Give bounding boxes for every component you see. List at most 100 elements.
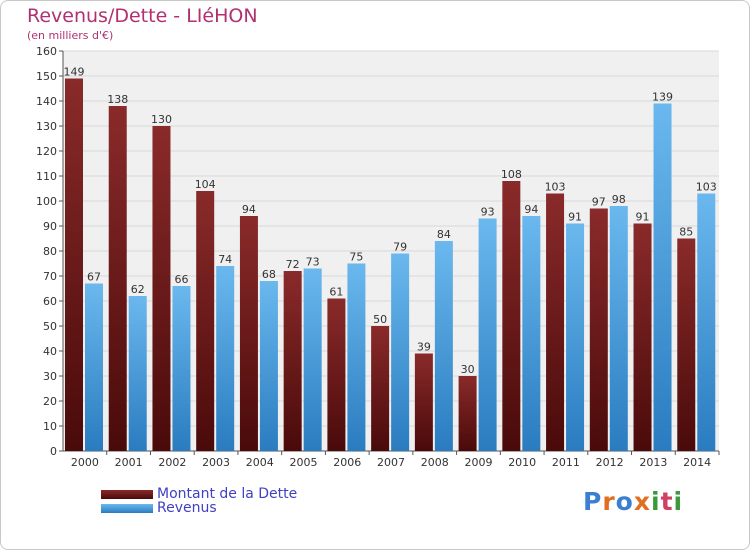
bar-revenus — [347, 263, 366, 451]
grid-lines — [63, 50, 719, 427]
y-tick-label: 60 — [43, 295, 57, 308]
axes: 0 10 20 30 40 50 60 70 80 90 100 110 120 130 140 150 160… — [36, 45, 720, 469]
bar-revenus — [172, 286, 191, 451]
legend-item-revenus: Revenus — [101, 500, 361, 517]
bar-dette — [371, 326, 390, 451]
data-label-revenus: 66 — [174, 273, 188, 286]
y-tick-label: 0 — [50, 445, 57, 458]
data-label-revenus: 84 — [437, 228, 451, 241]
chart-subtitle: (en milliers d'€) — [27, 29, 114, 42]
bar-dette — [633, 223, 652, 451]
bar-revenus — [128, 296, 147, 451]
data-label-revenus: 75 — [349, 251, 363, 264]
data-label-dette: 91 — [636, 211, 650, 224]
bar-revenus — [522, 216, 541, 451]
chart-title: Revenus/Dette - LIéHON — [27, 5, 258, 27]
x-tick-label: 2012 — [596, 456, 624, 469]
y-tick-label: 80 — [43, 245, 57, 258]
y-tick-label: 30 — [43, 370, 57, 383]
data-label-revenus: 73 — [306, 256, 320, 269]
x-tick-label: 2007 — [377, 456, 405, 469]
y-tick-label: 100 — [36, 195, 57, 208]
bar-revenus — [609, 206, 628, 451]
x-tick-label: 2000 — [71, 456, 99, 469]
bar-dette — [546, 193, 565, 451]
data-label-dette: 149 — [64, 66, 85, 79]
bar-dette — [196, 191, 215, 451]
x-tick-label: 2004 — [246, 456, 274, 469]
logo-letter: P — [583, 487, 603, 516]
x-tick-label: 2008 — [421, 456, 449, 469]
proxiti-logo: Proxiti — [583, 487, 683, 516]
bar-revenus — [85, 283, 103, 451]
y-tick-label: 90 — [43, 220, 57, 233]
bar-dette — [502, 181, 521, 451]
data-label-dette: 39 — [417, 341, 431, 354]
x-tick-label: 2006 — [333, 456, 361, 469]
y-tick-label: 150 — [36, 70, 57, 83]
bar-dette — [283, 271, 302, 451]
y-tick-label: 120 — [36, 145, 57, 158]
bar-revenus — [478, 218, 497, 451]
data-label-revenus: 74 — [218, 253, 232, 266]
y-tick-label: 20 — [43, 395, 57, 408]
y-tick-label: 40 — [43, 345, 57, 358]
bars — [65, 78, 716, 451]
data-label-revenus: 93 — [481, 206, 495, 219]
data-label-dette: 97 — [592, 196, 606, 209]
x-tick-label: 2005 — [290, 456, 318, 469]
data-label-dette: 94 — [242, 203, 256, 216]
bar-revenus — [216, 266, 235, 451]
bar-dette — [458, 376, 477, 451]
bar-revenus — [391, 253, 410, 451]
y-tick-label: 70 — [43, 270, 57, 283]
bar-dette — [589, 208, 608, 451]
logo-letter: t — [660, 487, 674, 516]
data-label-dette: 85 — [679, 226, 693, 239]
x-tick-label: 2009 — [464, 456, 492, 469]
legend-label-dette: Montant de la Dette — [157, 486, 298, 502]
bar-revenus — [259, 281, 278, 451]
y-tick-label: 130 — [36, 120, 57, 133]
bar-dette — [152, 126, 171, 451]
data-label-revenus: 79 — [393, 241, 407, 254]
legend-item-dette: Montant de la Dette — [101, 486, 361, 503]
bar-revenus — [434, 241, 453, 451]
x-tick-label: 2014 — [683, 456, 711, 469]
data-label-dette: 104 — [195, 178, 216, 191]
data-label-dette: 30 — [461, 363, 475, 376]
x-tick-label: 2001 — [115, 456, 143, 469]
logo-letter: i — [651, 487, 661, 516]
data-label-revenus: 62 — [131, 283, 145, 296]
data-label-dette: 138 — [107, 93, 128, 106]
data-label-dette: 130 — [151, 113, 172, 126]
data-label-revenus: 98 — [612, 193, 626, 206]
data-label-dette: 61 — [329, 286, 343, 299]
x-tick-label: 2002 — [158, 456, 186, 469]
bar-dette — [677, 238, 696, 451]
y-tick-label: 50 — [43, 320, 57, 333]
bar-dette — [414, 353, 433, 451]
data-label-revenus: 68 — [262, 268, 276, 281]
bar-dette — [239, 216, 258, 451]
data-label-revenus: 139 — [652, 91, 673, 104]
data-label-revenus: 67 — [87, 271, 101, 284]
bar-revenus — [697, 193, 716, 451]
data-label-revenus: 94 — [524, 203, 538, 216]
data-label-dette: 72 — [286, 258, 300, 271]
bar-dette — [327, 298, 346, 451]
logo-letter: x — [633, 487, 651, 516]
x-tick-label: 2013 — [639, 456, 667, 469]
data-label-dette: 103 — [545, 181, 566, 194]
x-tick-label: 2003 — [202, 456, 230, 469]
y-tick-label: 10 — [43, 420, 57, 433]
logo-letter: i — [673, 487, 684, 516]
data-labels: 149 67 138 62 130 66 104 74 94 68 72 73 61 75 50 79 39 84… — [64, 66, 717, 377]
bar-revenus — [303, 268, 322, 451]
legend-swatch-dette — [101, 490, 153, 499]
data-label-revenus: 103 — [696, 181, 717, 194]
y-tick-label: 140 — [36, 95, 57, 108]
y-tick-label: 160 — [36, 45, 57, 58]
